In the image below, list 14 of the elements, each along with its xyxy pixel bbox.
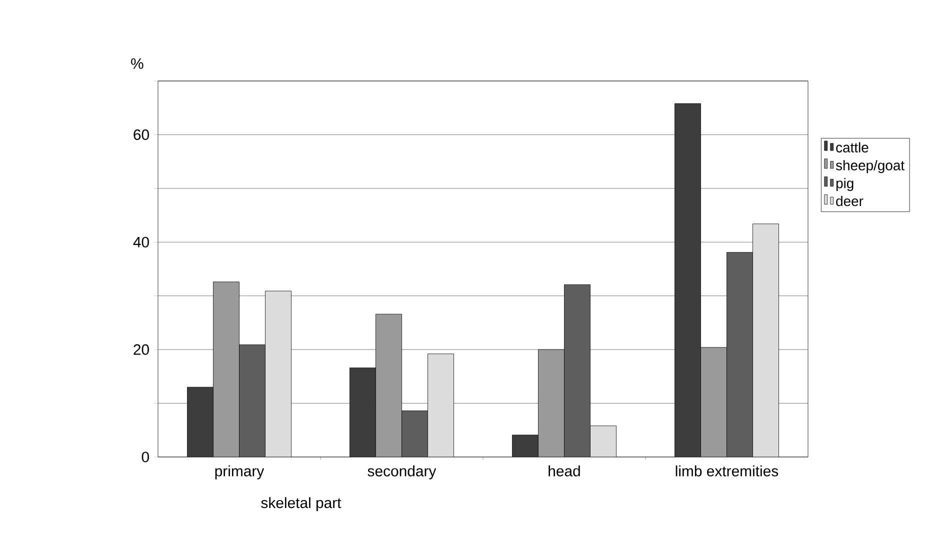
legend-label: cattle — [836, 142, 868, 152]
legend-label: deer — [836, 196, 864, 206]
x-axis-title: skeletal part — [261, 497, 342, 512]
y-tick-label: 0 — [142, 452, 149, 462]
x-tick-label: primary — [215, 465, 264, 480]
y-axis-title: % — [131, 58, 144, 69]
x-tick-label: secondary — [368, 465, 436, 480]
x-tick-label: head — [548, 465, 580, 476]
y-tick-label: 60 — [134, 129, 149, 140]
legend-label: sheep/goat — [836, 160, 904, 174]
x-tick-label: limb extremities — [676, 465, 778, 476]
legend-label: pig — [836, 178, 854, 191]
y-tick-label: 20 — [134, 344, 149, 355]
y-tick-label: 40 — [133, 236, 149, 248]
